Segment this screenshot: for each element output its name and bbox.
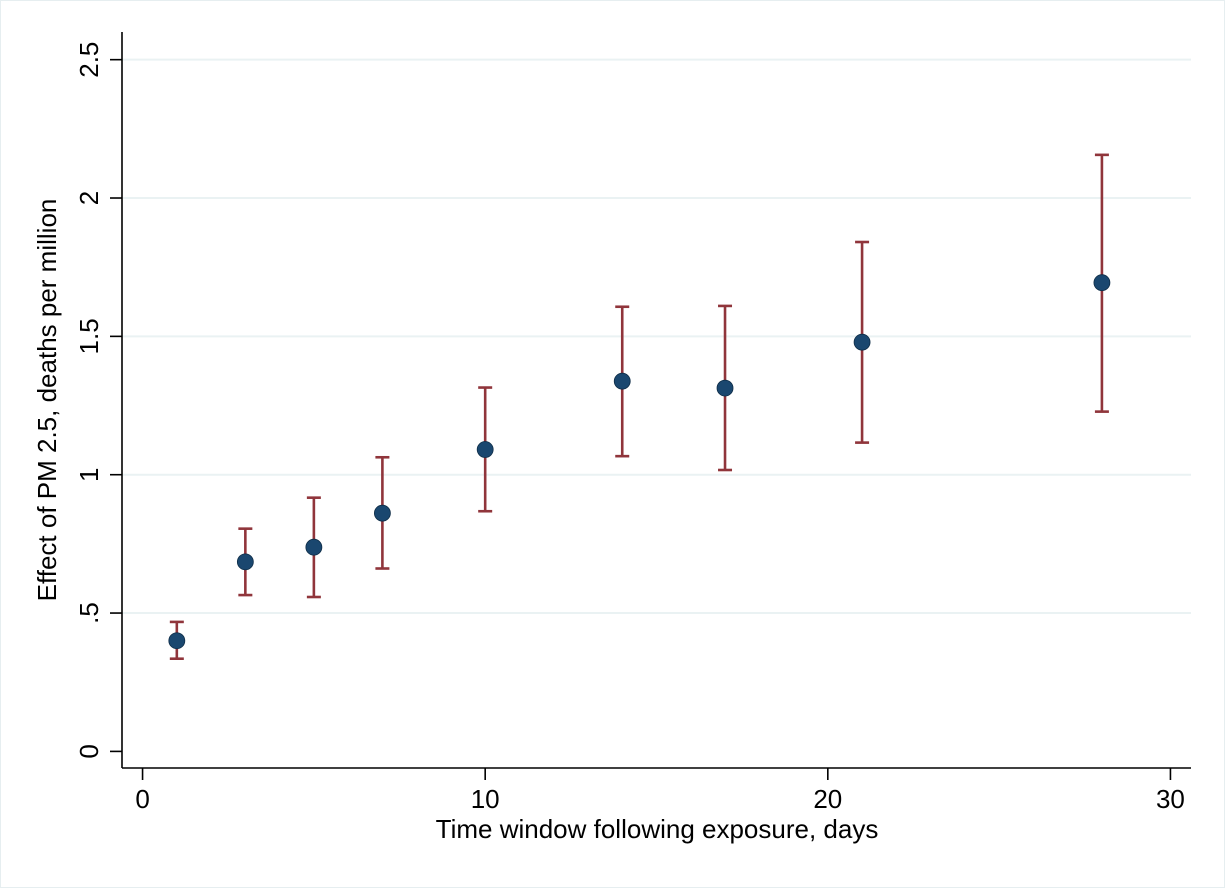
data-points bbox=[168, 274, 1111, 650]
x-tick-label-3: 30 bbox=[1156, 784, 1185, 814]
x-axis-ticks: 0 10 20 30 bbox=[135, 768, 1185, 814]
x-axis-label: Time window following exposure, days bbox=[436, 814, 879, 844]
grid-lines bbox=[122, 58, 1191, 615]
data-point-3 bbox=[373, 504, 391, 522]
y-tick-label-4: 2 bbox=[74, 191, 104, 205]
data-point-4 bbox=[476, 441, 494, 458]
y-axis-ticks: 0 .5 1 1.5 2 2.5 bbox=[74, 42, 122, 759]
x-tick-label-1: 10 bbox=[471, 784, 500, 814]
data-point-2 bbox=[305, 538, 323, 556]
y-tick-label-0: 0 bbox=[74, 744, 104, 758]
y-tick-label-3: 1.5 bbox=[74, 318, 104, 354]
data-point-6 bbox=[716, 379, 734, 397]
data-point-1 bbox=[236, 553, 254, 571]
y-tick-label-2: 1 bbox=[74, 467, 104, 481]
x-tick-label-2: 20 bbox=[813, 784, 842, 814]
y-axis-label: Effect of PM 2.5, deaths per million bbox=[32, 199, 62, 602]
data-point-8 bbox=[1093, 274, 1111, 292]
data-point-5 bbox=[613, 372, 631, 390]
y-tick-label-1: .5 bbox=[74, 602, 104, 624]
y-tick-label-5: 2.5 bbox=[74, 42, 104, 78]
x-tick-label-0: 0 bbox=[135, 784, 149, 814]
data-point-7 bbox=[853, 333, 871, 351]
data-point-0 bbox=[168, 632, 186, 650]
